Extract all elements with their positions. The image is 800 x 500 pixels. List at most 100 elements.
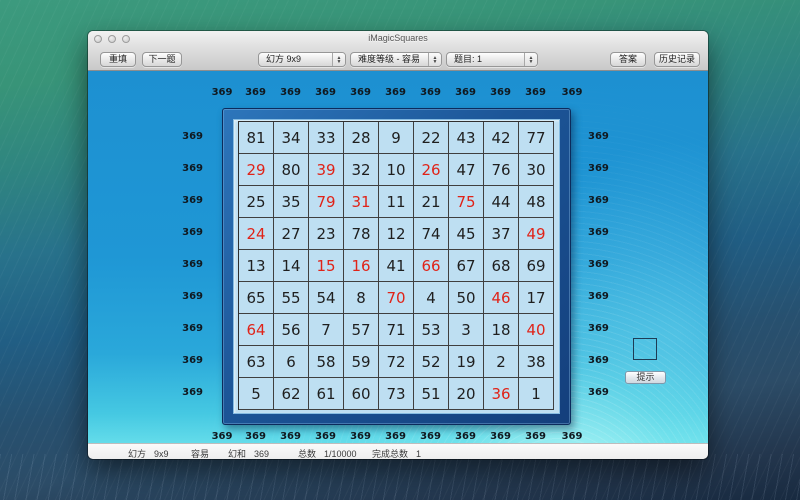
grid-cell[interactable]: 52 (414, 346, 449, 378)
grid-cell[interactable]: 79 (309, 186, 344, 218)
grid-cell[interactable]: 56 (274, 314, 309, 346)
grid-cell[interactable]: 4 (414, 282, 449, 314)
grid-cell[interactable]: 25 (239, 186, 274, 218)
grid-cell[interactable]: 58 (309, 346, 344, 378)
sum-label: 369 (245, 431, 266, 442)
grid-cell[interactable]: 54 (309, 282, 344, 314)
grid-cell[interactable]: 9 (379, 122, 414, 154)
grid-cell[interactable]: 16 (344, 250, 379, 282)
grid-cell[interactable]: 63 (239, 346, 274, 378)
grid-cell[interactable]: 26 (414, 154, 449, 186)
grid-cell[interactable]: 13 (239, 250, 274, 282)
grid-cell[interactable]: 19 (449, 346, 484, 378)
grid-cell[interactable]: 44 (484, 186, 519, 218)
grid-cell[interactable]: 23 (309, 218, 344, 250)
grid-cell[interactable]: 17 (519, 282, 554, 314)
grid-cell[interactable]: 6 (274, 346, 309, 378)
zoom-button[interactable] (122, 35, 130, 43)
answer-button[interactable]: 答案 (610, 52, 646, 67)
grid-cell[interactable]: 32 (344, 154, 379, 186)
grid-cell[interactable]: 10 (379, 154, 414, 186)
grid-cell[interactable]: 49 (519, 218, 554, 250)
grid-cell[interactable]: 64 (239, 314, 274, 346)
grid-cell[interactable]: 65 (239, 282, 274, 314)
grid-cell[interactable]: 75 (449, 186, 484, 218)
close-button[interactable] (94, 35, 102, 43)
grid-cell[interactable]: 40 (519, 314, 554, 346)
grid-cell[interactable]: 11 (379, 186, 414, 218)
grid-cell[interactable]: 76 (484, 154, 519, 186)
grid-cell[interactable]: 30 (519, 154, 554, 186)
grid-cell[interactable]: 47 (449, 154, 484, 186)
problem-number-popup[interactable]: 题目: 1 ▲ ▼ (446, 52, 538, 67)
grid-cell[interactable]: 27 (274, 218, 309, 250)
refill-button[interactable]: 重填 (100, 52, 136, 67)
grid-cell[interactable]: 38 (519, 346, 554, 378)
grid-cell[interactable]: 5 (239, 378, 274, 410)
grid-cell[interactable]: 77 (519, 122, 554, 154)
grid-cell[interactable]: 48 (519, 186, 554, 218)
grid-cell[interactable]: 59 (344, 346, 379, 378)
status-difficulty: 容易 (191, 449, 210, 459)
grid-cell[interactable]: 21 (414, 186, 449, 218)
grid-cell[interactable]: 14 (274, 250, 309, 282)
grid-cell[interactable]: 31 (344, 186, 379, 218)
grid-cell[interactable]: 43 (449, 122, 484, 154)
grid-cell[interactable]: 80 (274, 154, 309, 186)
difficulty-popup[interactable]: 难度等级 - 容易 ▲ ▼ (350, 52, 442, 67)
grid-cell[interactable]: 62 (274, 378, 309, 410)
grid-cell[interactable]: 61 (309, 378, 344, 410)
grid-cell[interactable]: 78 (344, 218, 379, 250)
grid-cell[interactable]: 24 (239, 218, 274, 250)
grid-cell[interactable]: 3 (449, 314, 484, 346)
grid-cell[interactable]: 57 (344, 314, 379, 346)
grid-cell[interactable]: 15 (309, 250, 344, 282)
grid-cell[interactable]: 2 (484, 346, 519, 378)
grid-cell[interactable]: 68 (484, 250, 519, 282)
history-button[interactable]: 历史记录 (654, 52, 700, 67)
grid-cell[interactable]: 18 (484, 314, 519, 346)
minimize-button[interactable] (108, 35, 116, 43)
grid-cell[interactable]: 69 (519, 250, 554, 282)
grid-cell[interactable]: 20 (449, 378, 484, 410)
grid-cell[interactable]: 42 (484, 122, 519, 154)
grid-cell[interactable]: 71 (379, 314, 414, 346)
hint-button[interactable]: 提示 (625, 371, 666, 384)
grid-cell[interactable]: 72 (379, 346, 414, 378)
grid-cell[interactable]: 66 (414, 250, 449, 282)
grid-cell[interactable]: 34 (274, 122, 309, 154)
grid-cell[interactable]: 74 (414, 218, 449, 250)
grid-cell[interactable]: 8 (344, 282, 379, 314)
next-problem-button[interactable]: 下一题 (142, 52, 182, 67)
grid-cell[interactable]: 7 (309, 314, 344, 346)
grid-cell[interactable]: 60 (344, 378, 379, 410)
grid-cell[interactable]: 39 (309, 154, 344, 186)
grid-cell[interactable]: 29 (239, 154, 274, 186)
status-bar: 幻方 9x9 容易 幻和 369 总数 1/10000 完成总数 1 (88, 443, 708, 459)
grid-cell[interactable]: 53 (414, 314, 449, 346)
grid-cell[interactable]: 45 (449, 218, 484, 250)
grid-cell[interactable]: 12 (379, 218, 414, 250)
grid-cell[interactable]: 81 (239, 122, 274, 154)
sum-label: 369 (588, 131, 609, 142)
grid-cell[interactable]: 37 (484, 218, 519, 250)
grid-cell[interactable]: 22 (414, 122, 449, 154)
grid-cell[interactable]: 73 (379, 378, 414, 410)
grid-cell[interactable]: 41 (379, 250, 414, 282)
grid-cell[interactable]: 55 (274, 282, 309, 314)
grid-cell[interactable]: 51 (414, 378, 449, 410)
sum-label: 369 (490, 431, 511, 442)
grid-cell[interactable]: 33 (309, 122, 344, 154)
hint-drop-square[interactable] (633, 338, 657, 360)
square-size-popup[interactable]: 幻方 9x9 ▲ ▼ (258, 52, 346, 67)
grid-cell[interactable]: 67 (449, 250, 484, 282)
grid-cell[interactable]: 1 (519, 378, 554, 410)
grid-cell[interactable]: 36 (484, 378, 519, 410)
grid-cell[interactable]: 46 (484, 282, 519, 314)
grid-cell[interactable]: 70 (379, 282, 414, 314)
grid-cell[interactable]: 28 (344, 122, 379, 154)
sum-label: 369 (315, 431, 336, 442)
sum-label: 369 (182, 163, 203, 174)
grid-cell[interactable]: 35 (274, 186, 309, 218)
grid-cell[interactable]: 50 (449, 282, 484, 314)
